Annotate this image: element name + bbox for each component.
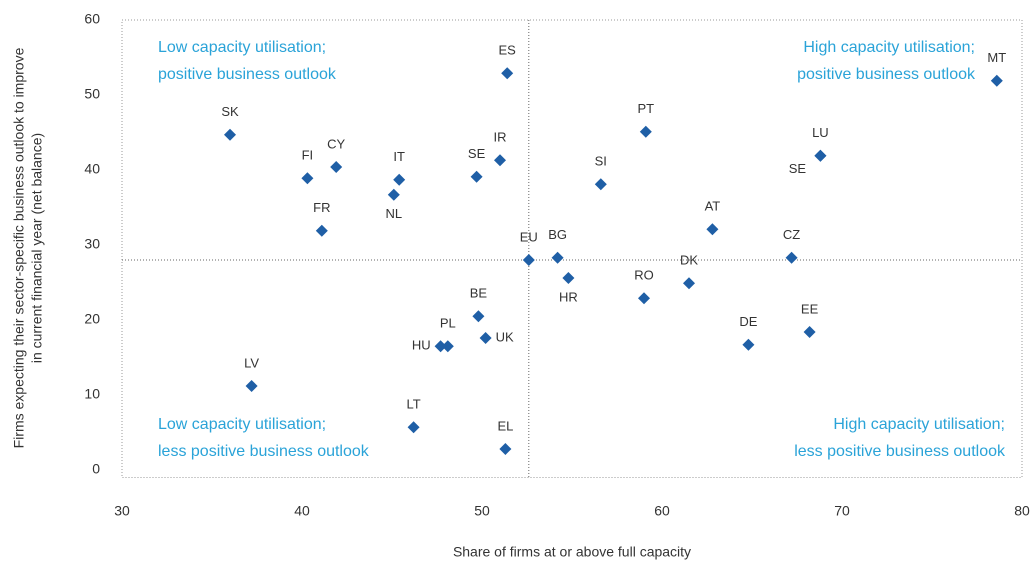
y-tick-label: 30 xyxy=(84,236,100,252)
point-label: PT xyxy=(637,101,654,116)
point-label: AT xyxy=(705,199,721,214)
point-label: SI xyxy=(595,154,607,169)
y-tick-label: 0 xyxy=(92,461,100,477)
data-point xyxy=(472,310,485,323)
point-label: BE xyxy=(470,286,488,301)
y-tick-label: 10 xyxy=(84,386,100,402)
point-label: FI xyxy=(302,148,314,163)
point-label: EU xyxy=(520,229,538,244)
data-point xyxy=(387,188,400,201)
quadrant-annotation: positive business outlook xyxy=(797,66,976,83)
y-tick-label: 60 xyxy=(84,11,100,27)
point-label: IR xyxy=(494,130,507,145)
data-point xyxy=(494,154,506,167)
point-label: SK xyxy=(221,104,239,119)
quadrant-annotation: Low capacity utilisation; xyxy=(158,416,326,433)
quadrant-annotation: High capacity utilisation; xyxy=(803,39,975,56)
quadrant-annotation: Low capacity utilisation; xyxy=(158,39,326,56)
data-point xyxy=(562,272,575,284)
data-point xyxy=(434,340,447,353)
data-point xyxy=(224,128,236,141)
point-label: MT xyxy=(987,50,1006,65)
data-point xyxy=(301,172,314,185)
x-axis-label: Share of firms at or above full capacity xyxy=(453,544,691,560)
data-point xyxy=(315,224,328,237)
point-label: PL xyxy=(440,316,456,331)
point-label: SE xyxy=(468,146,486,161)
x-tick-label: 50 xyxy=(474,503,490,519)
data-point xyxy=(499,443,512,455)
x-tick-label: 40 xyxy=(294,503,310,519)
point-label: LT xyxy=(406,397,420,412)
y-tick-label: 50 xyxy=(84,86,100,102)
quadrant-annotation: less positive business outlook xyxy=(158,443,370,460)
data-point xyxy=(551,251,564,264)
data-point xyxy=(814,149,827,162)
point-label: ES xyxy=(499,43,517,58)
data-point xyxy=(742,338,755,351)
x-tick-label: 80 xyxy=(1014,503,1030,519)
point-label: UK xyxy=(496,329,514,344)
point-label: BG xyxy=(548,227,567,242)
y-tick-label: 20 xyxy=(84,311,100,327)
quadrant-annotation: less positive business outlook xyxy=(794,443,1006,460)
point-label: DK xyxy=(680,253,698,268)
y-axis-label: Firms expecting their sector-specific bu… xyxy=(11,47,27,448)
data-point xyxy=(638,292,650,305)
data-point xyxy=(803,326,816,338)
point-label: EE xyxy=(801,301,819,316)
quadrant-annotation: positive business outlook xyxy=(158,66,337,83)
y-tick-label: 40 xyxy=(84,161,100,177)
x-tick-label: 30 xyxy=(114,503,130,519)
data-point xyxy=(706,223,719,236)
x-tick-label: 70 xyxy=(834,503,850,519)
data-point xyxy=(479,332,492,344)
y-axis-label: in current financial year (net balance) xyxy=(29,133,45,363)
data-point xyxy=(785,251,798,264)
point-label: HR xyxy=(559,289,578,304)
point-label: SE xyxy=(789,161,807,176)
data-point xyxy=(393,173,406,186)
data-point xyxy=(501,67,514,80)
point-label: FR xyxy=(313,200,330,215)
quadrant-annotation: High capacity utilisation; xyxy=(833,416,1005,433)
point-label: IT xyxy=(393,149,405,164)
point-label: CZ xyxy=(783,227,800,242)
data-point xyxy=(407,421,420,434)
point-label: NL xyxy=(385,206,402,221)
data-point xyxy=(245,380,258,392)
data-point xyxy=(470,170,483,183)
data-point xyxy=(639,125,652,138)
plot-frame xyxy=(121,19,1023,478)
point-label: EL xyxy=(497,418,513,433)
data-point xyxy=(683,277,695,290)
data-point xyxy=(594,178,607,191)
point-label: LV xyxy=(244,355,259,370)
data-point xyxy=(441,340,454,353)
x-tick-label: 60 xyxy=(654,503,670,519)
data-point xyxy=(330,161,343,173)
point-label: LU xyxy=(812,125,829,140)
point-label: RO xyxy=(634,268,654,283)
data-point xyxy=(990,74,1003,87)
point-label: DE xyxy=(739,314,757,329)
data-point xyxy=(522,254,535,266)
point-label: HU xyxy=(412,338,431,353)
point-label: CY xyxy=(327,136,345,151)
